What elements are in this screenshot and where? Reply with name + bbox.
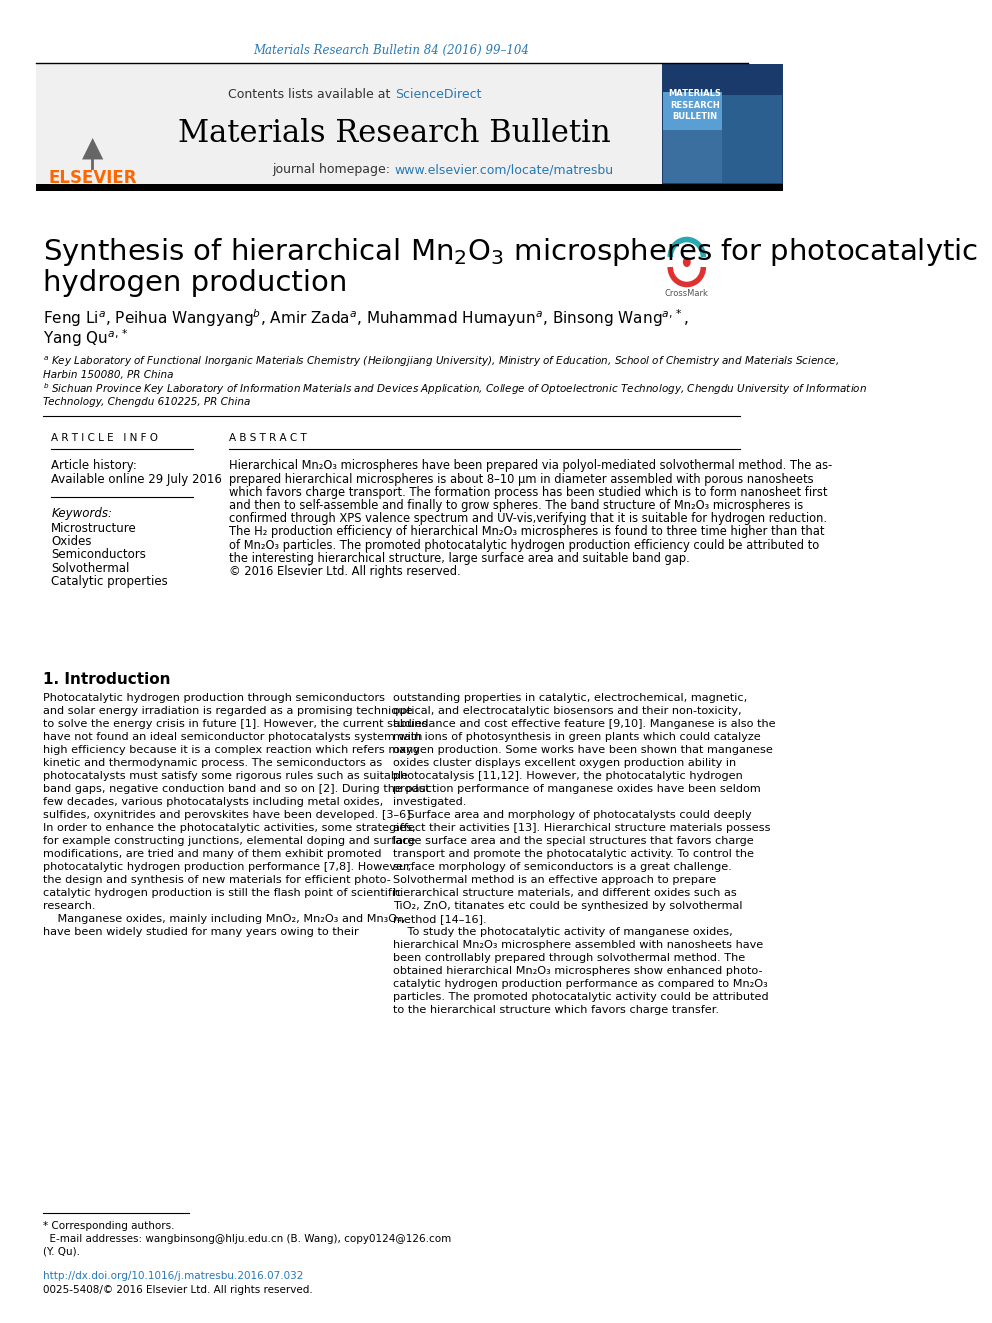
Text: CrossMark: CrossMark	[665, 288, 708, 298]
Text: Oxides: Oxides	[52, 534, 92, 548]
Text: outstanding properties in catalytic, electrochemical, magnetic,: outstanding properties in catalytic, ele…	[393, 693, 747, 703]
Text: Technology, Chengdu 610225, PR China: Technology, Chengdu 610225, PR China	[44, 397, 251, 407]
Text: To study the photocatalytic activity of manganese oxides,: To study the photocatalytic activity of …	[393, 927, 733, 937]
Text: optical, and electrocatalytic biosensors and their non-toxicity,: optical, and electrocatalytic biosensors…	[393, 706, 742, 716]
Text: ▲: ▲	[81, 134, 103, 161]
Text: sulfides, oxynitrides and perovskites have been developed. [3–6]: sulfides, oxynitrides and perovskites ha…	[44, 810, 411, 820]
Text: hydrogen production: hydrogen production	[44, 269, 348, 296]
Text: MATERIALS
RESEARCH
BULLETIN: MATERIALS RESEARCH BULLETIN	[669, 89, 721, 122]
Text: production performance of manganese oxides have been seldom: production performance of manganese oxid…	[393, 785, 761, 794]
Text: Solvothermal: Solvothermal	[52, 562, 130, 576]
Text: journal homepage:: journal homepage:	[273, 164, 395, 176]
Text: 1. Introduction: 1. Introduction	[44, 672, 171, 688]
Text: prepared hierarchical microspheres is about 8–10 μm in diameter assembled with p: prepared hierarchical microspheres is ab…	[229, 472, 813, 486]
Text: A R T I C L E   I N F O: A R T I C L E I N F O	[52, 433, 159, 443]
Text: main ions of photosynthesis in green plants which could catalyze: main ions of photosynthesis in green pla…	[393, 732, 761, 742]
Text: particles. The promoted photocatalytic activity could be attributed: particles. The promoted photocatalytic a…	[393, 992, 769, 1002]
Bar	[721, 95, 782, 183]
Text: large surface area and the special structures that favors charge: large surface area and the special struc…	[393, 836, 754, 845]
Text: Article history:: Article history:	[52, 459, 137, 471]
Text: for example constructing junctions, elemental doping and surface: for example constructing junctions, elem…	[44, 836, 416, 845]
Text: Materials Research Bulletin 84 (2016) 99–104: Materials Research Bulletin 84 (2016) 99…	[254, 44, 530, 57]
Text: modifications, are tried and many of them exhibit promoted: modifications, are tried and many of the…	[44, 849, 382, 859]
Text: photocatalytic hydrogen production performance [7,8]. However,: photocatalytic hydrogen production perfo…	[44, 863, 412, 872]
Text: Synthesis of hierarchical Mn$_2$O$_3$ microspheres for photocatalytic: Synthesis of hierarchical Mn$_2$O$_3$ mi…	[44, 235, 978, 269]
Text: (Y. Qu).: (Y. Qu).	[44, 1248, 80, 1257]
Text: TiO₂, ZnO, titanates etc could be synthesized by solvothermal: TiO₂, ZnO, titanates etc could be synthe…	[393, 901, 743, 912]
Bar	[663, 93, 721, 130]
Text: Semiconductors: Semiconductors	[52, 549, 146, 561]
Text: surface morphology of semiconductors is a great challenge.: surface morphology of semiconductors is …	[393, 863, 732, 872]
Text: Materials Research Bulletin: Materials Research Bulletin	[179, 118, 611, 148]
Text: In order to enhance the photocatalytic activities, some strategies,: In order to enhance the photocatalytic a…	[44, 823, 417, 833]
Text: hierarchical Mn₂O₃ microsphere assembled with nanosheets have: hierarchical Mn₂O₃ microsphere assembled…	[393, 941, 764, 950]
Text: investigated.: investigated.	[393, 796, 466, 807]
Text: Hierarchical Mn₂O₃ microspheres have been prepared via polyol-mediated solvother: Hierarchical Mn₂O₃ microspheres have bee…	[229, 459, 832, 472]
Text: been controllably prepared through solvothermal method. The: been controllably prepared through solvo…	[393, 953, 745, 963]
Text: E-mail addresses: wangbinsong@hlju.edu.cn (B. Wang), copy0124@126.com: E-mail addresses: wangbinsong@hlju.edu.c…	[44, 1234, 451, 1244]
Text: Available online 29 July 2016: Available online 29 July 2016	[52, 472, 222, 486]
Text: hierarchical structure materials, and different oxides such as: hierarchical structure materials, and di…	[393, 888, 737, 898]
Text: of Mn₂O₃ particles. The promoted photocatalytic hydrogen production efficiency c: of Mn₂O₃ particles. The promoted photoca…	[229, 538, 819, 552]
Text: Contents lists available at: Contents lists available at	[228, 89, 395, 102]
Text: few decades, various photocatalysts including metal oxides,: few decades, various photocatalysts incl…	[44, 796, 384, 807]
Text: catalytic hydrogen production performance as compared to Mn₂O₃: catalytic hydrogen production performanc…	[393, 979, 768, 990]
Text: The H₂ production efficiency of hierarchical Mn₂O₃ microspheres is found to thre: The H₂ production efficiency of hierarch…	[229, 525, 824, 538]
Text: research.: research.	[44, 901, 96, 912]
Text: high efficiency because it is a complex reaction which refers many: high efficiency because it is a complex …	[44, 745, 421, 755]
Text: the design and synthesis of new materials for efficient photo-: the design and synthesis of new material…	[44, 875, 391, 885]
Text: oxides cluster displays excellent oxygen production ability in: oxides cluster displays excellent oxygen…	[393, 758, 736, 767]
Text: Manganese oxides, mainly including MnO₂, Mn₂O₃ and Mn₃O₄,: Manganese oxides, mainly including MnO₂,…	[44, 914, 406, 923]
Text: catalytic hydrogen production is still the flash point of scientific: catalytic hydrogen production is still t…	[44, 888, 402, 898]
Bar	[663, 95, 782, 183]
Bar	[36, 64, 662, 185]
Text: obtained hierarchical Mn₂O₃ microspheres show enhanced photo-: obtained hierarchical Mn₂O₃ microspheres…	[393, 966, 763, 976]
Text: Surface area and morphology of photocatalysts could deeply: Surface area and morphology of photocata…	[393, 810, 752, 820]
Text: to solve the energy crisis in future [1]. However, the current studies: to solve the energy crisis in future [1]…	[44, 718, 429, 729]
Text: Microstructure: Microstructure	[52, 521, 137, 534]
Text: kinetic and thermodynamic process. The semiconductors as: kinetic and thermodynamic process. The s…	[44, 758, 383, 767]
Text: oxygen production. Some works have been shown that manganese: oxygen production. Some works have been …	[393, 745, 773, 755]
Text: Photocatalytic hydrogen production through semiconductors: Photocatalytic hydrogen production throu…	[44, 693, 386, 703]
Bar	[662, 64, 784, 185]
Text: Solvothermal method is an effective approach to prepare: Solvothermal method is an effective appr…	[393, 875, 716, 885]
Text: © 2016 Elsevier Ltd. All rights reserved.: © 2016 Elsevier Ltd. All rights reserved…	[229, 565, 460, 578]
Ellipse shape	[679, 247, 695, 277]
Text: confirmed through XPS valence spectrum and UV-vis,verifying that it is suitable : confirmed through XPS valence spectrum a…	[229, 512, 827, 525]
Text: Harbin 150080, PR China: Harbin 150080, PR China	[44, 370, 174, 380]
Text: band gaps, negative conduction band and so on [2]. During the past: band gaps, negative conduction band and …	[44, 785, 431, 794]
Text: affect their activities [13]. Hierarchical structure materials possess: affect their activities [13]. Hierarchic…	[393, 823, 771, 833]
Text: $^b$ Sichuan Province Key Laboratory of Information Materials and Devices Applic: $^b$ Sichuan Province Key Laboratory of …	[44, 381, 868, 397]
Text: have been widely studied for many years owing to their: have been widely studied for many years …	[44, 927, 359, 937]
Text: www.elsevier.com/locate/matresbu: www.elsevier.com/locate/matresbu	[395, 164, 614, 176]
Text: Feng Li$^a$, Peihua Wangyang$^b$, Amir Zada$^a$, Muhammad Humayun$^a$, Binsong W: Feng Li$^a$, Peihua Wangyang$^b$, Amir Z…	[44, 307, 689, 329]
Text: Keywords:: Keywords:	[52, 508, 112, 520]
Text: have not found an ideal semiconductor photocatalysts system with: have not found an ideal semiconductor ph…	[44, 732, 423, 742]
Text: transport and promote the photocatalytic activity. To control the: transport and promote the photocatalytic…	[393, 849, 754, 859]
Text: photocatalysis [11,12]. However, the photocatalytic hydrogen: photocatalysis [11,12]. However, the pho…	[393, 771, 743, 781]
Bar	[36, 64, 158, 185]
Text: * Corresponding authors.: * Corresponding authors.	[44, 1221, 175, 1230]
Text: and then to self-assemble and finally to grow spheres. The band structure of Mn₂: and then to self-assemble and finally to…	[229, 499, 804, 512]
Text: ScienceDirect: ScienceDirect	[395, 89, 481, 102]
Circle shape	[682, 257, 690, 267]
Text: Catalytic properties: Catalytic properties	[52, 576, 168, 589]
Text: the interesting hierarchical structure, large surface area and suitable band gap: the interesting hierarchical structure, …	[229, 552, 689, 565]
Text: http://dx.doi.org/10.1016/j.matresbu.2016.07.032: http://dx.doi.org/10.1016/j.matresbu.201…	[44, 1271, 304, 1281]
Text: to the hierarchical structure which favors charge transfer.: to the hierarchical structure which favo…	[393, 1005, 719, 1015]
Text: abundance and cost effective feature [9,10]. Manganese is also the: abundance and cost effective feature [9,…	[393, 718, 776, 729]
Text: and solar energy irradiation is regarded as a promising technique: and solar energy irradiation is regarded…	[44, 706, 413, 716]
Text: 0025-5408/© 2016 Elsevier Ltd. All rights reserved.: 0025-5408/© 2016 Elsevier Ltd. All right…	[44, 1285, 313, 1295]
Text: A B S T R A C T: A B S T R A C T	[229, 433, 307, 443]
Text: Yang Qu$^{a,*}$: Yang Qu$^{a,*}$	[44, 327, 129, 349]
Bar	[36, 184, 784, 191]
Text: ELSEVIER: ELSEVIER	[48, 169, 137, 187]
Text: method [14–16].: method [14–16].	[393, 914, 487, 923]
Text: photocatalysts must satisfy some rigorous rules such as suitable: photocatalysts must satisfy some rigorou…	[44, 771, 409, 781]
Text: which favors charge transport. The formation process has been studied which is t: which favors charge transport. The forma…	[229, 486, 827, 499]
Text: $^a$ Key Laboratory of Functional Inorganic Materials Chemistry (Heilongjiang Un: $^a$ Key Laboratory of Functional Inorga…	[44, 355, 840, 369]
